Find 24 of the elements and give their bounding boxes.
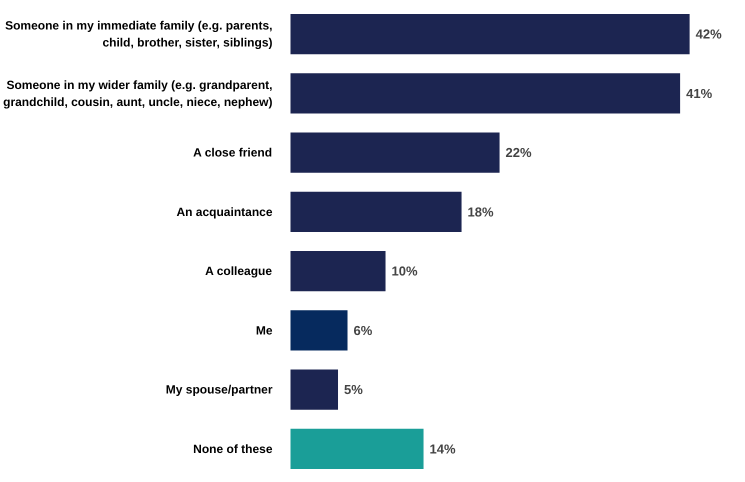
bar	[290, 428, 424, 470]
y-tick-label: A colleague	[205, 264, 272, 278]
y-tick-label: Someone in my immediate family (e.g. parents, child, brother, sister, siblings)	[5, 18, 273, 50]
bar	[290, 369, 338, 410]
bar	[290, 192, 462, 232]
bar	[290, 73, 680, 114]
bar	[290, 250, 386, 292]
bar	[290, 310, 348, 351]
y-tick-label: My spouse/partner	[166, 382, 273, 397]
data-label: 5%	[344, 382, 364, 398]
data-label: 22%	[506, 145, 532, 160]
y-tick-label: Me	[256, 323, 273, 338]
data-label: 14%	[430, 441, 456, 456]
data-label: 42%	[696, 26, 722, 42]
data-label: 6%	[354, 322, 373, 338]
data-label: 10%	[392, 264, 418, 279]
data-label: 41%	[686, 86, 713, 101]
y-tick-label: An acquaintance	[176, 204, 273, 219]
data-label: 18%	[468, 204, 494, 220]
y-tick-label: A close friend	[193, 146, 272, 160]
bar	[290, 132, 500, 173]
y-tick-label: None of these	[193, 442, 273, 456]
bar	[290, 14, 690, 54]
y-tick-label: Someone in my wider family (e.g. grandparent, grandchild, cousin, aunt, uncle, niece, nephew)	[3, 78, 273, 109]
